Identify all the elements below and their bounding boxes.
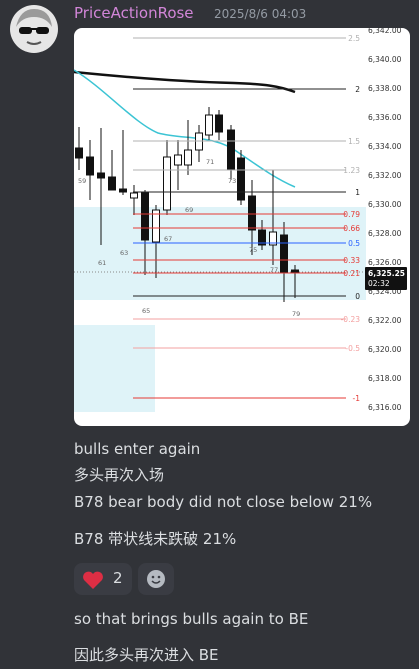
avatar[interactable]	[10, 5, 58, 53]
price-axis-label: 6,328.00	[368, 229, 402, 238]
fib-label: 0.66	[343, 224, 360, 233]
candle-body	[237, 157, 245, 201]
bar-number: 73	[228, 177, 236, 185]
bar-number: 79	[292, 310, 300, 318]
chart-attachment[interactable]: 2.5 2 1.5 1.23 1 0.79 0.66 0.5 0.33 0.21 0 -0.23 -0.…	[74, 28, 410, 426]
price-axis-label: 6,320.00	[368, 345, 402, 354]
price-axis-label: 6,318.00	[368, 374, 402, 383]
message-line: bulls enter again	[74, 440, 201, 458]
candle-body	[141, 192, 149, 241]
fib-label: 1	[355, 188, 360, 197]
price-axis-label: 6,342.00	[368, 28, 402, 35]
heart-icon	[83, 571, 103, 589]
bar-number: 71	[206, 158, 214, 166]
candle-body	[75, 147, 83, 159]
message-line: 多头再次入场	[74, 466, 165, 484]
fib-label: 1.23	[343, 166, 360, 175]
price-axis-label: 6,316.00	[368, 403, 402, 412]
price-axis-label: 6,340.00	[368, 55, 402, 64]
bar-number: 61	[98, 259, 106, 267]
price-axis-label: 6,334.00	[368, 142, 402, 151]
price-axis-label: 6,324.00	[368, 287, 402, 296]
bar-number: 69	[185, 206, 193, 214]
bar-number: 67	[164, 235, 172, 243]
price-axis-label: 6,338.00	[368, 84, 402, 93]
candle-body	[108, 176, 116, 191]
author-name[interactable]: PriceActionRose	[74, 4, 194, 22]
bar-number: 75	[249, 246, 257, 254]
fib-label: 0.5	[348, 239, 360, 248]
candle-body	[280, 234, 288, 274]
fib-label: -0.23	[341, 315, 361, 324]
timestamp: 2025/8/6 04:03	[214, 7, 307, 21]
price-axis-label: 6,330.00	[368, 200, 402, 209]
message-line: so that brings bulls again to BE	[74, 610, 309, 628]
fib-label: 2.5	[348, 34, 360, 43]
candle-body	[184, 149, 192, 166]
bar-number: 63	[120, 249, 128, 257]
fib-label: 1.5	[348, 137, 360, 146]
price-axis-label: 6,326.00	[368, 258, 402, 267]
candle-body	[86, 156, 94, 176]
candle-body	[205, 114, 213, 136]
candle-body	[258, 229, 266, 246]
fib-label: 0.79	[343, 210, 360, 219]
bar-number: 59	[78, 177, 86, 185]
smiley-icon	[147, 570, 165, 588]
fib-label: 2	[355, 85, 360, 94]
reaction-count: 2	[113, 569, 123, 587]
price-tag-timer: 02:32	[368, 279, 390, 288]
candle-body	[269, 231, 277, 246]
fib-label: -0.5	[345, 344, 360, 353]
candle-body	[97, 172, 105, 179]
reaction[interactable]: 2	[74, 563, 132, 595]
message-line: B78 bear body did not close below 21%	[74, 493, 373, 511]
candle-body	[248, 195, 256, 231]
candle-body	[130, 192, 138, 199]
message-line: B78 带状线未跌破 21%	[74, 530, 237, 548]
message-line: 因此多头再次进入 BE	[74, 646, 219, 664]
candle-body	[163, 156, 171, 211]
fib-label: -1	[353, 394, 361, 403]
price-tag-price: 6,325.25	[368, 269, 405, 278]
price-tag	[365, 267, 407, 290]
candle-body	[227, 129, 235, 171]
fib-label: 0.33	[343, 256, 360, 265]
price-axis-label: 6,336.00	[368, 113, 402, 122]
price-axis-label: 6,332.00	[368, 171, 402, 180]
bar-number: 65	[142, 307, 150, 315]
add-reaction[interactable]	[138, 563, 174, 595]
candle-body	[119, 188, 127, 193]
bar-number: 77	[270, 266, 278, 274]
candle-body	[152, 209, 160, 243]
price-axis-label: 6,322.00	[368, 316, 402, 325]
fib-label: 0	[355, 292, 360, 301]
candle-body	[174, 154, 182, 166]
fib-label: 0.21	[343, 269, 360, 278]
candle-body	[215, 114, 223, 133]
